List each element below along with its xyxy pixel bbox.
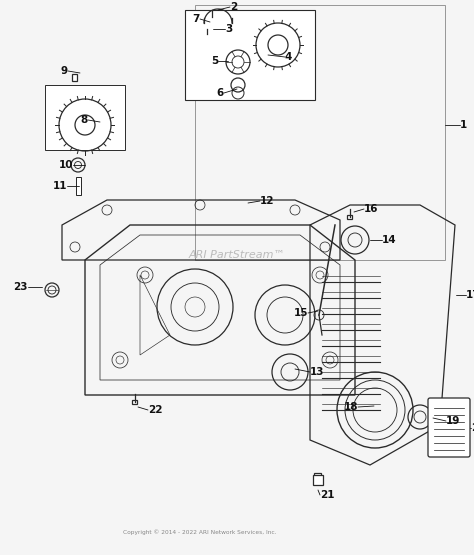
Text: 18: 18 bbox=[344, 402, 358, 412]
Text: 2: 2 bbox=[230, 2, 237, 12]
FancyBboxPatch shape bbox=[315, 472, 321, 477]
FancyBboxPatch shape bbox=[204, 33, 210, 36]
FancyBboxPatch shape bbox=[313, 475, 323, 485]
Text: 14: 14 bbox=[382, 235, 397, 245]
FancyBboxPatch shape bbox=[76, 177, 81, 195]
Text: 7: 7 bbox=[192, 14, 200, 24]
Text: 13: 13 bbox=[310, 367, 325, 377]
Text: 10: 10 bbox=[58, 160, 73, 170]
FancyBboxPatch shape bbox=[185, 10, 315, 100]
Text: 8: 8 bbox=[81, 115, 88, 125]
Text: 11: 11 bbox=[53, 181, 67, 191]
FancyBboxPatch shape bbox=[210, 15, 215, 19]
Text: 19: 19 bbox=[446, 416, 460, 426]
Text: 6: 6 bbox=[217, 88, 224, 98]
FancyBboxPatch shape bbox=[133, 400, 137, 404]
Text: ARI PartStream™: ARI PartStream™ bbox=[189, 250, 285, 260]
Text: 9: 9 bbox=[61, 66, 68, 76]
Text: 16: 16 bbox=[364, 204, 379, 214]
Text: 4: 4 bbox=[285, 52, 292, 62]
Text: 15: 15 bbox=[293, 308, 308, 318]
Text: Copyright © 2014 - 2022 ARI Network Services, Inc.: Copyright © 2014 - 2022 ARI Network Serv… bbox=[123, 529, 277, 535]
FancyBboxPatch shape bbox=[45, 85, 125, 150]
Text: 5: 5 bbox=[211, 56, 218, 66]
Text: 23: 23 bbox=[13, 282, 28, 292]
Text: 3: 3 bbox=[225, 24, 232, 34]
FancyBboxPatch shape bbox=[428, 398, 470, 457]
Text: 1: 1 bbox=[460, 120, 467, 130]
Text: 17: 17 bbox=[466, 290, 474, 300]
Text: 20: 20 bbox=[471, 423, 474, 433]
FancyBboxPatch shape bbox=[73, 73, 78, 80]
FancyBboxPatch shape bbox=[347, 215, 353, 219]
Text: 22: 22 bbox=[148, 405, 163, 415]
Text: 12: 12 bbox=[260, 196, 274, 206]
Text: 21: 21 bbox=[320, 490, 335, 500]
